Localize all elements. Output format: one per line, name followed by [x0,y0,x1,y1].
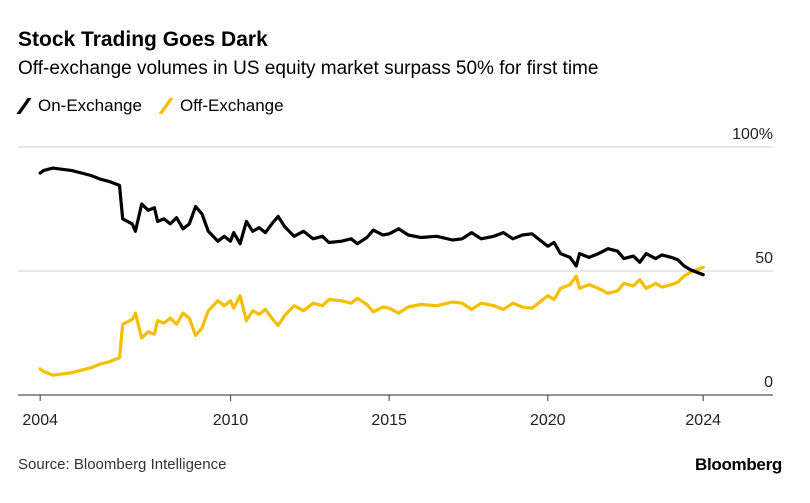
x-tick-label: 2010 [213,412,249,429]
legend: On-Exchange Off-Exchange [16,96,284,116]
x-tick-label: 2020 [530,412,566,429]
legend-label: Off-Exchange [179,96,284,115]
source-note: Source: Bloomberg Intelligence [18,456,227,473]
legend-label: On-Exchange [38,96,142,115]
y-tick-label: 100% [732,126,773,143]
series-line-off-exchange [38,265,705,377]
x-tick-label: 2015 [371,412,407,429]
bloomberg-logo: Bloomberg [694,455,782,474]
y-tick-label: 0 [764,374,773,391]
series-line-on-exchange [38,166,705,277]
legend-item-off-exchange: Off-Exchange [158,96,284,116]
y-tick-label: 50 [755,250,773,267]
chart-subtitle: Off-exchange volumes in US equity market… [18,58,599,79]
legend-item-on-exchange: On-Exchange [16,96,142,116]
x-tick-label: 2024 [685,412,721,429]
x-tick-label: 2004 [22,412,58,429]
chart-title: Stock Trading Goes Dark [18,28,268,51]
